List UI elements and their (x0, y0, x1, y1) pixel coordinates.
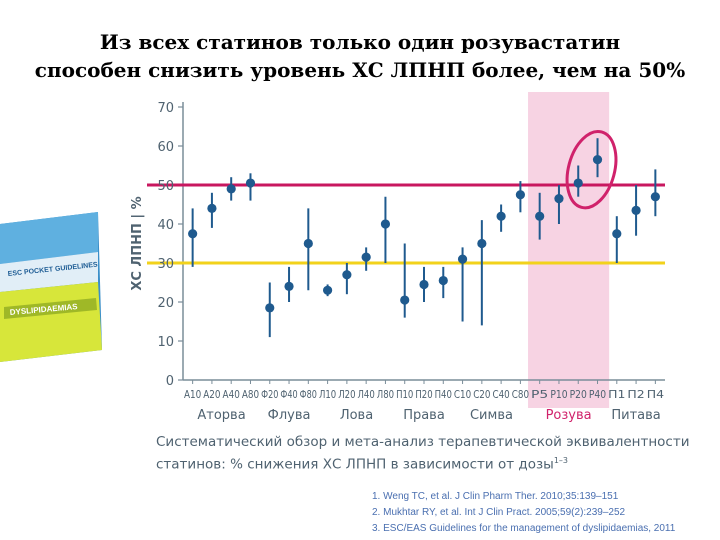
x-tick-label: П2 (627, 389, 644, 401)
y-tick-label: 40 (157, 218, 174, 233)
data-point (342, 270, 352, 280)
x-tick-label: Ф40 (280, 389, 297, 401)
data-point (323, 285, 333, 295)
data-point (284, 281, 294, 291)
x-tick-label: С80 (512, 389, 529, 401)
x-tick-label: Ф80 (300, 389, 317, 401)
group-label: Права (403, 408, 445, 423)
y-tick-label: 20 (157, 296, 174, 311)
y-tick-label: 30 (157, 257, 174, 272)
x-tick-label: С20 (473, 389, 490, 401)
group-label: Питава (611, 408, 660, 423)
x-tick-label: Л20 (338, 389, 355, 401)
x-tick-label: A80 (242, 389, 259, 401)
reference-2: 2. Mukhtar RY, et al. Int J Clin Pract. … (372, 507, 626, 518)
x-tick-label: Л40 (358, 389, 375, 401)
data-point (303, 238, 313, 249)
x-tick-label: P5 (531, 389, 548, 401)
esc-guidelines-book-cover: ESC POCKET GUIDELINES DYSLIPIDAEMIAS (0, 212, 102, 362)
x-tick-label: С40 (492, 389, 509, 401)
data-point (226, 184, 236, 194)
caption-superscript: 1–3 (553, 456, 569, 465)
data-point (457, 254, 468, 264)
x-tick-label: П4 (647, 389, 665, 401)
group-label: Аторва (197, 408, 245, 423)
slide-title-line2: способен снизить уровень ХС ЛПНП более, … (34, 58, 686, 82)
x-tick-label: Л10 (319, 389, 336, 401)
data-point (592, 155, 603, 165)
slide-title: Из всех статинов только один розувастати… (0, 28, 720, 84)
group-label: Симва (470, 408, 513, 423)
data-point (573, 178, 583, 188)
data-point (400, 295, 410, 305)
highlight-circle (565, 130, 618, 210)
data-point (188, 229, 198, 239)
x-tick-label: P10 (550, 389, 567, 401)
data-point (631, 205, 641, 215)
data-point (419, 279, 429, 290)
data-point (245, 178, 256, 188)
data-point (612, 229, 622, 239)
y-tick-label: 60 (157, 140, 174, 155)
y-tick-label: 50 (157, 179, 174, 194)
x-tick-label: Ф20 (261, 389, 278, 401)
data-point (438, 275, 448, 286)
reference-1: 1. Weng TC, et al. J Clin Pharm Ther. 20… (372, 491, 619, 502)
x-tick-label: П10 (396, 389, 413, 401)
data-point (554, 194, 564, 204)
x-tick-label: P40 (589, 389, 606, 401)
x-tick-label: П20 (415, 389, 432, 401)
x-tick-label: П1 (608, 389, 625, 401)
reference-3: 3. ESC/EAS Guidelines for the management… (372, 523, 676, 534)
slide-title-line1: Из всех статинов только один розувастати… (99, 30, 621, 54)
highlight-band (528, 92, 610, 408)
y-tick-label: 70 (157, 101, 174, 116)
x-tick-label: A20 (203, 389, 220, 401)
data-point (477, 238, 487, 249)
caption-line2-text: статинов: % снижения ХС ЛПНП в зависимос… (156, 456, 554, 473)
data-point (361, 252, 371, 262)
data-point (650, 192, 660, 202)
y-tick-label: 0 (166, 374, 174, 389)
data-point (515, 190, 526, 200)
data-point (265, 303, 275, 313)
data-point (535, 211, 545, 221)
y-axis-title: ХС ЛПНП | % (130, 196, 145, 290)
group-label: Флува (268, 408, 311, 423)
x-tick-label: A10 (184, 389, 201, 401)
x-tick-label: P20 (570, 389, 587, 401)
caption-line1: Систематический обзор и мета-анализ тера… (156, 434, 690, 450)
data-point (380, 219, 391, 229)
y-tick-label: 10 (157, 335, 174, 350)
group-label: Розува (546, 408, 592, 423)
caption-line2: статинов: % снижения ХС ЛПНП в зависимос… (156, 456, 568, 473)
x-tick-label: Л80 (377, 389, 394, 401)
data-point (496, 211, 506, 221)
group-label: Лова (340, 408, 373, 423)
x-tick-label: A40 (223, 389, 240, 401)
x-tick-label: С10 (454, 389, 471, 401)
x-tick-label: П40 (435, 389, 452, 401)
data-point (207, 203, 217, 213)
